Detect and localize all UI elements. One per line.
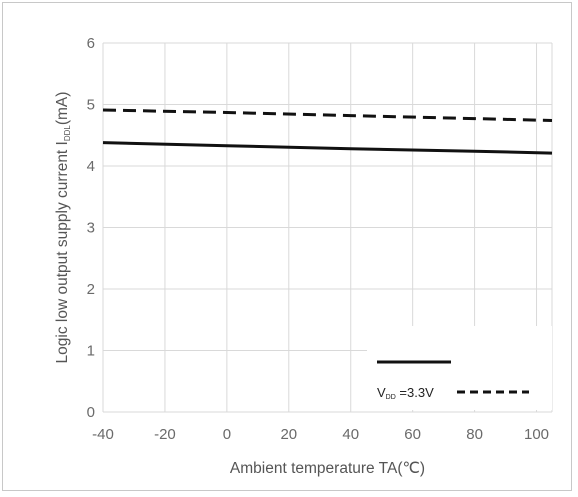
x-tick-label: 0: [223, 426, 231, 443]
x-tick-label: 100: [524, 426, 549, 443]
legend-label-vdd: VDD =3.3V: [377, 385, 434, 401]
y-tick-label: 6: [87, 35, 95, 52]
y-tick-label: 4: [87, 158, 95, 175]
x-tick-label: 60: [404, 426, 421, 443]
line-chart: 0 1 2 3 4 5 6 -40 -20 0 20 40 60 80 100 Ambient tempe…: [54, 35, 553, 477]
y-tick-label: 2: [87, 281, 95, 298]
y-axis-title-main: Logic low output supply current I: [54, 141, 71, 363]
series-line-solid: [102, 141, 553, 155]
legend-label-main: V: [377, 385, 386, 400]
x-axis-title: Ambient temperature TA(℃): [230, 460, 425, 477]
y-axis-title: Logic low output supply current IDDL(mA): [54, 92, 72, 364]
series-line-dashed: [102, 108, 553, 122]
y-tick-labels: 0 1 2 3 4 5 6: [87, 35, 95, 421]
legend-background: [367, 326, 552, 410]
x-tick-label: -20: [154, 426, 176, 443]
y-tick-label: 1: [87, 343, 95, 360]
legend: VDD =3.3V: [367, 326, 552, 410]
x-tick-label: 20: [280, 426, 297, 443]
y-axis-title-unit: (mA): [54, 92, 71, 126]
chart-frame: 0 1 2 3 4 5 6 -40 -20 0 20 40 60 80 100 Ambient tempe…: [2, 2, 572, 491]
y-tick-label: 3: [87, 220, 95, 237]
y-tick-label: 5: [87, 97, 95, 114]
y-axis-title-subscript: DDL: [63, 125, 72, 142]
x-tick-label: 80: [466, 426, 483, 443]
y-tick-label: 0: [87, 404, 95, 421]
x-tick-label: -40: [92, 426, 114, 443]
series-group: [102, 108, 553, 155]
x-tick-label: 40: [342, 426, 359, 443]
legend-label-rest: =3.3V: [396, 385, 434, 400]
legend-label-subscript: DD: [386, 394, 396, 401]
x-tick-labels: -40 -20 0 20 40 60 80 100: [92, 426, 549, 443]
